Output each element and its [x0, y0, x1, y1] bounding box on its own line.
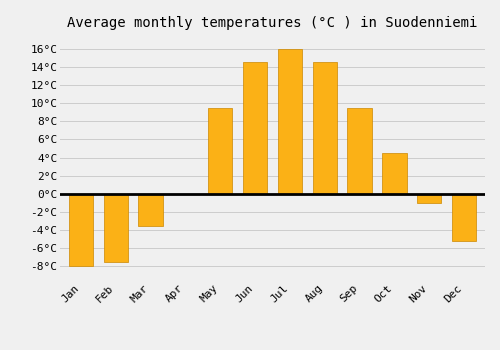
- Bar: [452, 194, 476, 241]
- Bar: [382, 153, 406, 194]
- Bar: [417, 194, 442, 203]
- Bar: [348, 107, 372, 194]
- Bar: [208, 107, 233, 194]
- Bar: [243, 62, 268, 194]
- Title: Average monthly temperatures (°C ) in Suodenniemi: Average monthly temperatures (°C ) in Su…: [68, 16, 478, 30]
- Bar: [312, 62, 337, 194]
- Bar: [278, 49, 302, 194]
- Bar: [68, 194, 93, 266]
- Bar: [138, 194, 163, 225]
- Bar: [104, 194, 128, 262]
